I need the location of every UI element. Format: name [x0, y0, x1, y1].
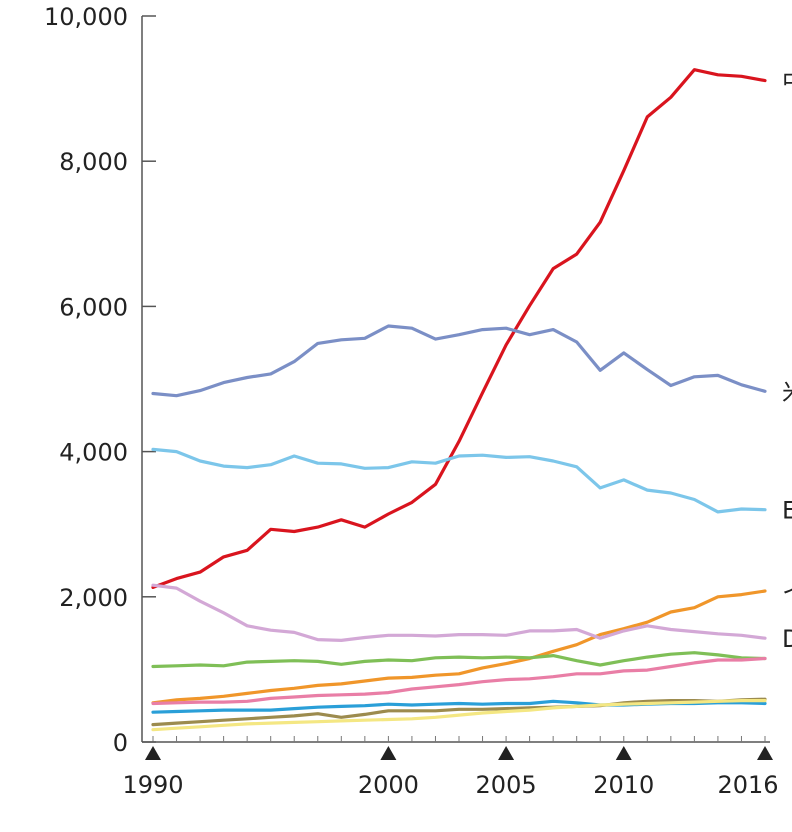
series-edge-label: D — [782, 625, 792, 653]
y-tick-label: 6,000 — [59, 293, 128, 321]
x-tick-label: 2005 — [476, 771, 537, 799]
y-tick-label: 4,000 — [59, 439, 128, 467]
series-lines — [151, 68, 767, 732]
x-tick-label: 2016 — [717, 771, 778, 799]
y-axis-ticks: 0 2,000 4,000 6,000 8,000 10,000 — [44, 3, 156, 757]
x-marker-triangle — [380, 746, 397, 760]
x-marker-triangle — [757, 746, 773, 760]
series-line-3 — [151, 589, 767, 705]
series-line-1 — [151, 324, 767, 398]
y-tick-label: 2,000 — [59, 584, 128, 612]
series-line-8 — [151, 697, 767, 727]
x-tick-label: 2000 — [358, 771, 419, 799]
x-axis-markers — [145, 746, 773, 760]
series-line-9 — [151, 698, 767, 732]
x-axis-labels: 1990 2000 2005 2010 2016 — [122, 771, 778, 799]
x-marker-triangle — [498, 746, 515, 760]
series-edge-label: E — [782, 497, 792, 525]
series-line-0 — [151, 68, 767, 590]
series-edge-label: 米 — [782, 378, 792, 406]
y-tick-label: 10,000 — [44, 3, 128, 31]
series-edge-label: 中 — [782, 68, 792, 96]
series-line-5 — [151, 651, 767, 669]
x-marker-triangle — [145, 746, 161, 760]
x-minor-ticks — [152, 736, 766, 742]
x-marker-triangle — [615, 746, 632, 760]
series-line-4 — [151, 583, 767, 643]
y-tick-label: 0 — [113, 729, 128, 757]
series-line-6 — [151, 656, 767, 706]
series-edge-labels: 中米 E イD — [782, 68, 792, 654]
series-edge-label: イ — [782, 578, 792, 606]
x-tick-label: 1990 — [122, 771, 183, 799]
series-line-2 — [151, 447, 767, 514]
y-tick-label: 8,000 — [59, 148, 128, 176]
x-tick-label: 2010 — [593, 771, 654, 799]
